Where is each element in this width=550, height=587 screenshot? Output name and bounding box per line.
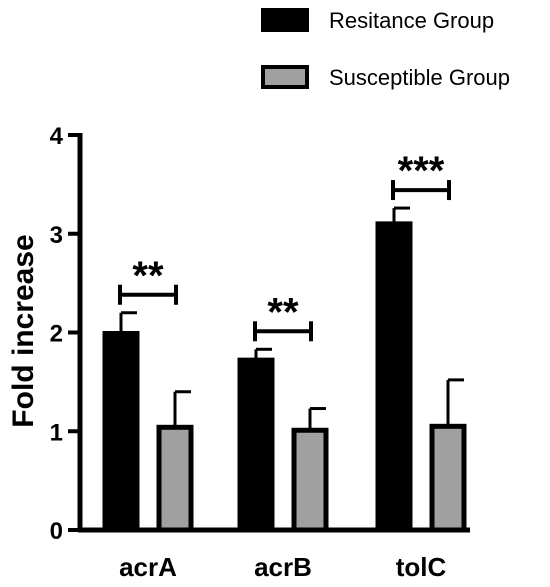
y-axis-title: Fold increase [7,234,40,427]
x-tick-label: acrB [254,552,312,582]
bar-tolC-susceptible [429,423,467,533]
plot-area: 0 1 2 3 4 acrA ** acrB ** tolC *** [50,123,470,582]
legend-label: Susceptible Group [329,65,510,90]
legend-swatch [261,8,309,32]
x-tick-label: tolC [396,552,447,582]
y-tick-label: 1 [50,419,63,446]
legend: Resitance Group Susceptible Group [261,8,510,90]
significance-label: ** [132,254,164,298]
bar-tolC-resistance [375,221,413,533]
bar-acrA-resistance [102,330,140,533]
y-tick-label: 4 [50,123,64,150]
y-tick-label: 2 [50,321,63,348]
y-tick-label: 3 [50,222,63,249]
y-tick-label: 0 [50,518,63,545]
bar-acrA-susceptible [156,424,194,533]
bar-acrB-resistance [237,357,275,533]
x-tick-label: acrA [119,552,177,582]
significance-label: ** [267,290,299,334]
legend-swatch [261,65,309,89]
legend-label: Resitance Group [329,8,494,33]
bar-acrB-susceptible [291,427,329,533]
significance-label: *** [398,149,445,193]
